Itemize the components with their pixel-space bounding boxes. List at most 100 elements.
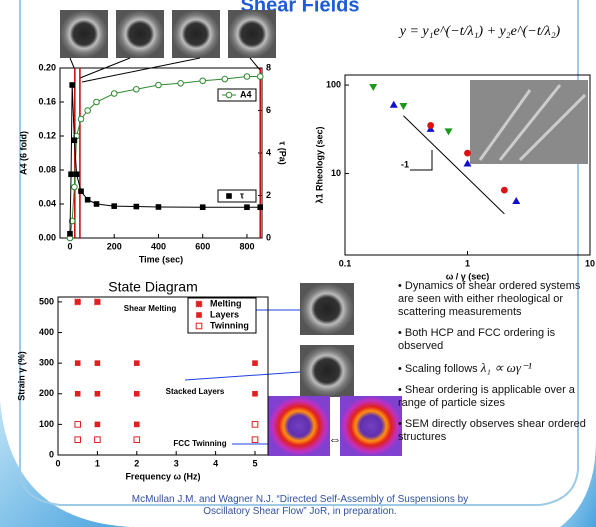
marker (94, 201, 100, 207)
bullet: Dynamics of shear ordered systems are se… (398, 280, 592, 319)
marker (75, 360, 81, 366)
annotation: Stacked Layers (166, 387, 225, 396)
y2-tick-label: 6 (266, 105, 271, 115)
y-tick-label: 100 (39, 419, 54, 429)
micrograph (172, 10, 220, 58)
marker (95, 360, 101, 366)
marker (69, 82, 75, 88)
marker (75, 391, 81, 397)
x-tick-label: 0.1 (339, 258, 352, 268)
marker (85, 108, 91, 114)
legend-marker (226, 193, 232, 199)
scattering-pattern (340, 396, 402, 456)
arrow (185, 372, 300, 380)
marker (257, 74, 263, 80)
marker (200, 204, 206, 210)
marker (72, 137, 78, 143)
marker (134, 391, 140, 397)
marker (427, 122, 434, 129)
legend-marker (226, 92, 232, 98)
x-tick-label: 1 (465, 258, 470, 268)
legend-box (218, 190, 256, 202)
marker (156, 82, 162, 88)
x-tick-label: 1 (95, 458, 100, 468)
marker (252, 437, 258, 443)
x-tick-label: 600 (195, 241, 210, 251)
y-tick-label: 0.00 (38, 232, 56, 242)
y-tick-label: 0.04 (38, 198, 56, 208)
slope-triangle (410, 150, 432, 170)
marker (67, 231, 73, 237)
marker (244, 74, 250, 80)
bullet: Shear ordering is applicable over a rang… (398, 384, 592, 410)
marker (68, 171, 74, 177)
x-tick-label: 10 (585, 258, 595, 268)
marker (134, 360, 140, 366)
y2-tick-label: 8 (266, 62, 271, 72)
marker (390, 101, 398, 108)
marker (399, 103, 407, 110)
marker (134, 204, 140, 210)
y-tick-label: 0.12 (38, 130, 56, 140)
marker (134, 422, 140, 428)
scattering-pattern (268, 396, 330, 456)
annotation: Shear Melting (124, 304, 177, 313)
y-tick-label: 0.20 (38, 62, 56, 72)
marker (156, 204, 162, 210)
marker (464, 150, 471, 157)
marker (75, 299, 81, 305)
chart-title: State Diagram (108, 279, 197, 295)
citation-line: Oscillatory Shear Flow” JoR, in preparat… (60, 506, 540, 518)
bullet-text: Scaling follows (405, 363, 478, 375)
x-tick-label: 800 (239, 241, 254, 251)
x-tick-label: 3 (174, 458, 179, 468)
marker (74, 171, 80, 177)
bullet: SEM directly observes shear ordered stru… (398, 418, 592, 444)
marker (244, 204, 250, 210)
bullet: Both HCP and FCC ordering is observed (398, 327, 592, 353)
legend-label: Melting (210, 298, 242, 308)
annotation: FCC Twinning (173, 439, 226, 448)
marker (134, 86, 140, 92)
marker (369, 84, 377, 91)
marker (252, 391, 258, 397)
marker (111, 91, 117, 97)
y-axis-label: λ1 Rheology (sec) (314, 126, 324, 203)
y-tick-label: 400 (39, 327, 54, 337)
micrograph (300, 283, 354, 335)
marker (78, 116, 84, 122)
marker (75, 422, 81, 428)
legend-label: Layers (210, 309, 239, 319)
marker (78, 188, 84, 194)
marker (95, 299, 101, 305)
citation: McMullan J.M. and Wagner N.J. “Directed … (60, 494, 540, 518)
series-line (70, 85, 260, 234)
x-tick-label: 0 (67, 241, 72, 251)
y2-tick-label: 2 (266, 190, 271, 200)
marker (501, 187, 508, 194)
marker (222, 76, 228, 82)
y2-tick-label: 4 (266, 147, 271, 157)
legend-label: A4 (240, 89, 252, 99)
marker (95, 437, 101, 443)
marker (85, 197, 91, 203)
bullet: Scaling follows λ₁ ∝ ωγ⁻¹ (398, 361, 592, 376)
x-tick-label: 400 (151, 241, 166, 251)
marker (200, 78, 206, 84)
y-tick-label: 0.16 (38, 96, 56, 106)
marker (95, 422, 101, 428)
legend-label: Twinning (210, 320, 249, 330)
legend-label: τ (240, 190, 244, 200)
y-tick-label: 0.08 (38, 164, 56, 174)
y-axis-label: A4 (6 fold) (18, 131, 28, 175)
y-tick-label: 0 (49, 449, 54, 459)
micrograph (60, 10, 108, 58)
legend-marker (196, 301, 202, 307)
swap-symbol: ⇔ (329, 431, 342, 446)
citation-line: McMullan J.M. and Wagner N.J. “Directed … (60, 494, 540, 506)
marker (252, 360, 258, 366)
micrograph (300, 345, 354, 397)
y-tick-label: 10 (331, 168, 341, 178)
y-tick-label: 500 (39, 296, 54, 306)
y-tick-label: 200 (39, 388, 54, 398)
